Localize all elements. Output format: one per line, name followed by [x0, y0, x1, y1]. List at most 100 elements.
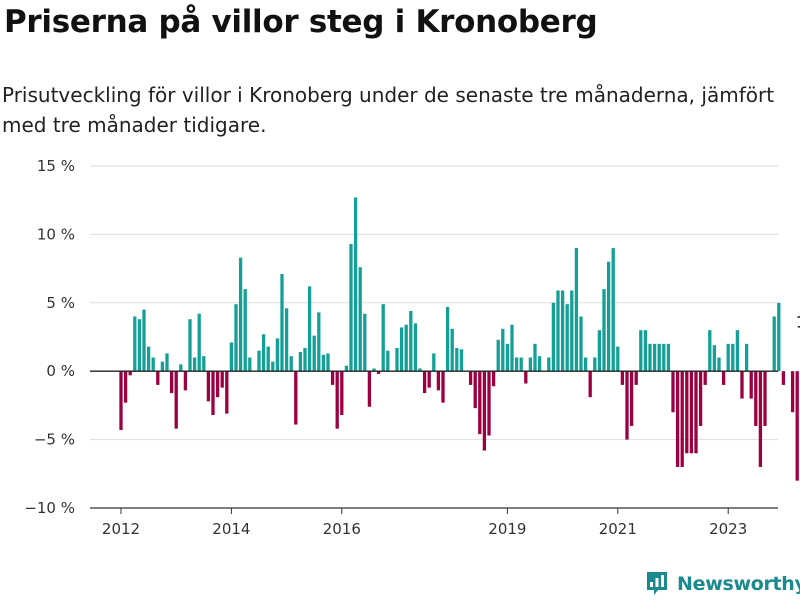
bar: [491, 371, 496, 387]
bar: [197, 313, 201, 372]
bar: [289, 356, 293, 372]
bar: [436, 371, 441, 391]
bar: [588, 371, 592, 398]
bar: [271, 361, 275, 372]
bar: [625, 371, 629, 440]
chart-subtitle: Prisutveckling för villor i Kronoberg un…: [2, 83, 775, 137]
bar: [179, 364, 183, 372]
bar: [261, 334, 266, 372]
last-value-label: 1 %: [796, 313, 800, 332]
bar: [225, 371, 229, 414]
bar: [220, 371, 224, 388]
bar: [708, 330, 712, 372]
bar: [133, 316, 137, 372]
bar: [712, 345, 717, 372]
bar: [321, 354, 326, 372]
bar: [202, 356, 206, 372]
bar: [735, 330, 740, 372]
bar: [606, 261, 611, 372]
bar: [275, 338, 280, 372]
bar: [128, 371, 132, 376]
bar: [188, 319, 192, 372]
y-axis: −10 % −5 % 0 % 5 % 10 % 15 %: [24, 157, 75, 517]
bar: [478, 371, 482, 435]
annotations: 1 %: [796, 313, 800, 332]
bar: [432, 353, 436, 372]
bar: [744, 343, 749, 372]
bar: [455, 347, 459, 372]
bar: [662, 343, 666, 372]
bar: [537, 356, 542, 372]
bar: [317, 312, 321, 372]
bar: [583, 357, 588, 372]
bar: [777, 302, 781, 372]
bar: [524, 371, 528, 384]
bar: [772, 316, 776, 372]
bar: [652, 343, 657, 372]
bar: [629, 371, 634, 426]
bar: [372, 368, 376, 372]
bar: [781, 371, 786, 385]
bar: [574, 248, 579, 372]
bar: [671, 371, 675, 413]
bar: [183, 371, 188, 391]
bar: [303, 347, 307, 372]
bar: [680, 371, 684, 467]
bar: [570, 290, 574, 372]
bar: [740, 371, 744, 399]
bar: [363, 313, 367, 372]
bar: [422, 371, 427, 394]
x-tick-label: 2016: [323, 520, 361, 538]
bar: [137, 319, 142, 372]
bar: [192, 357, 197, 372]
bar: [358, 267, 362, 372]
x-tick-label: 2019: [488, 520, 526, 538]
bar: [611, 248, 615, 372]
bar: [758, 371, 763, 467]
bar: [721, 371, 726, 385]
bar: [754, 371, 758, 426]
x-tick-label: 2012: [102, 520, 140, 538]
y-tick-label: −10 %: [24, 499, 75, 517]
bar: [514, 357, 519, 372]
bar: [496, 339, 500, 372]
bar: [174, 371, 178, 429]
bar: [510, 324, 514, 372]
bar: [689, 371, 694, 454]
bar: [556, 290, 560, 372]
bar: [243, 289, 247, 372]
bar: [404, 324, 408, 372]
bar: [248, 357, 252, 372]
bar: [395, 347, 399, 372]
bar: [726, 343, 730, 372]
bar: [409, 311, 413, 372]
bar: [165, 353, 169, 372]
bar: [639, 330, 643, 372]
bar: [698, 371, 703, 426]
y-tick-label: −5 %: [34, 431, 75, 449]
bar: [266, 346, 270, 372]
bar: [353, 197, 358, 372]
bar: [666, 343, 671, 372]
bar: [450, 328, 454, 372]
bar: [335, 371, 339, 429]
bar: [501, 328, 505, 372]
bar-chart: −10 % −5 % 0 % 5 % 10 % 15 % 2012 2014 2016 2019…: [24, 157, 800, 538]
bar: [146, 346, 151, 372]
bar: [560, 290, 565, 372]
brand-name: Newsworthy: [677, 573, 800, 595]
bar: [280, 274, 284, 372]
bar: [790, 371, 795, 413]
bar: [284, 308, 289, 372]
bar: [257, 350, 261, 372]
bar: [206, 371, 211, 402]
bar: [505, 343, 510, 372]
bar: [326, 353, 330, 372]
y-tick-label: 0 %: [46, 362, 75, 380]
newsworthy-logo[interactable]: Newsworthy: [645, 570, 800, 598]
bar: [294, 371, 298, 425]
x-tick-label: 2021: [599, 520, 637, 538]
bar: [602, 289, 606, 372]
bar: [597, 330, 602, 372]
bar: [763, 371, 767, 426]
